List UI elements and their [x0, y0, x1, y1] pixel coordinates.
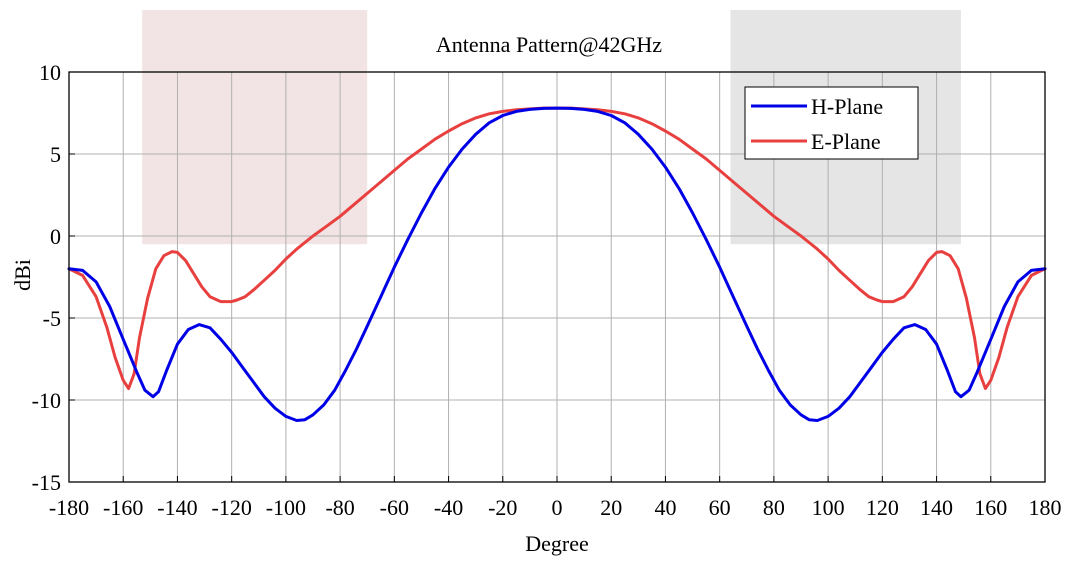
- x-tick-label: 80: [763, 495, 785, 520]
- x-tick-label: 180: [1029, 495, 1062, 520]
- x-axis-label: Degree: [525, 531, 589, 556]
- x-tick-label: -20: [488, 495, 517, 520]
- x-tick-label: -40: [434, 495, 463, 520]
- series-line-h-plane: [67, 106, 1047, 422]
- x-tick-label: -80: [325, 495, 354, 520]
- x-tick-label: 160: [974, 495, 1007, 520]
- legend-label-h-plane: H-Plane: [811, 94, 883, 119]
- legend-box: [744, 86, 919, 160]
- x-tick-label: -120: [212, 495, 252, 520]
- y-tick-label: -5: [43, 306, 61, 331]
- legend: H-Plane E-Plane: [744, 86, 919, 160]
- x-tick-label: -100: [266, 495, 306, 520]
- x-tick-label: 40: [654, 495, 676, 520]
- series-lines: [67, 106, 1047, 422]
- x-tick-label: 120: [866, 495, 899, 520]
- x-tick-label: 100: [812, 495, 845, 520]
- axes: [68, 71, 1046, 483]
- x-tick-label: 20: [600, 495, 622, 520]
- x-tick-label: -60: [380, 495, 409, 520]
- y-tick-label: 10: [39, 60, 61, 85]
- tick-labels: -180 -160 -140 -120 -100 -80 -60 -40 -20 0 20 40 60 8…: [32, 60, 1062, 520]
- chart-title: Antenna Pattern@42GHz: [436, 32, 662, 57]
- x-tick-label: 60: [709, 495, 731, 520]
- x-tick-label: -160: [103, 495, 143, 520]
- x-tick-label: -140: [157, 495, 197, 520]
- y-tick-label: -10: [32, 388, 61, 413]
- y-tick-label: -15: [32, 470, 61, 495]
- x-tick-label: -180: [49, 495, 89, 520]
- legend-label-e-plane: E-Plane: [811, 129, 881, 154]
- y-tick-label: 0: [50, 224, 61, 249]
- y-axis-label: dBi: [10, 259, 35, 291]
- x-tick-label: 0: [552, 495, 563, 520]
- x-tick-label: 140: [920, 495, 953, 520]
- shaded-region-1: [142, 10, 368, 245]
- y-tick-label: 5: [50, 142, 61, 167]
